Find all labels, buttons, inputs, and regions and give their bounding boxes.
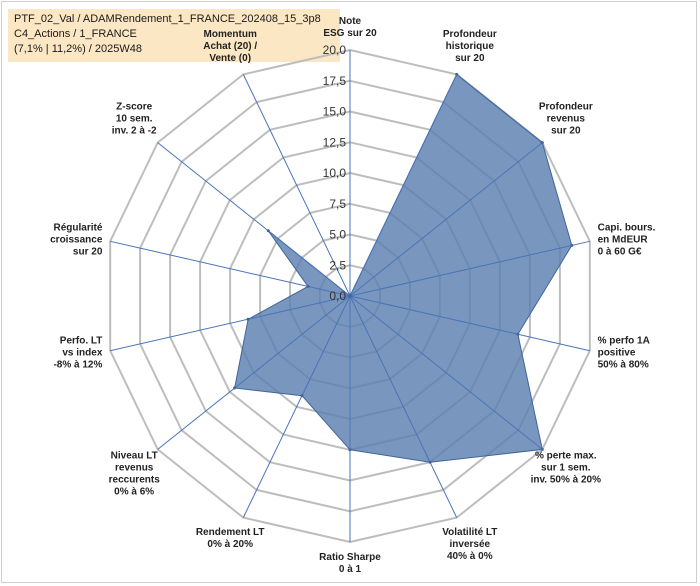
axis-label: Profondeur revenus sur 20 [539,102,593,137]
axis-label: Régularité croissance sur 20 [50,223,103,258]
data-point [306,284,310,288]
axis-label: Z-score 10 sem. inv. 2 à -2 [112,102,157,137]
axis-spoke [349,74,458,297]
header-category: C4_Actions / 1_FRANCE [14,28,137,40]
chart-header: PTF_02_Val / ADAMRendement_1_FRANCE_2024… [8,9,340,62]
axis-spoke [110,295,351,352]
tick-label: 15,0 [323,105,347,119]
data-point [266,229,270,233]
tick-label: 17,5 [323,74,347,88]
axis-spoke [349,142,543,297]
axis-spoke [157,142,351,297]
tick-label: 2,5 [329,258,346,272]
data-point [428,460,432,464]
data-point [233,386,237,390]
data-series-area [234,73,573,463]
axis-label: Rendement LT 0% à 20% [196,527,265,550]
axis-label: Volatilité LT inversée 40% à 0% [442,527,497,562]
data-point [455,72,459,76]
tick-label: 10,0 [323,166,347,180]
header-stats: (7,1% | 11,2%) / 2025W48 [14,43,142,55]
axis-spoke [110,240,351,297]
axis-spoke [349,295,543,450]
data-point [516,332,520,336]
axis-label: Note ESG sur 20 [323,16,377,39]
axis-label: % perte max. sur 1 sem. inv. 50% à 20% [531,450,602,485]
axis-spoke [242,295,351,518]
data-point [348,448,352,452]
data-point [348,294,352,298]
tick-label: 0,0 [329,289,346,303]
axis-label: Momentum Achat (20) / Vente (0) [203,29,257,64]
axis-spoke [157,295,351,450]
axis-label: Perfo. LT vs index -8% à 12% [53,336,102,371]
tick-label: 5,0 [329,228,346,242]
data-point [540,141,544,145]
data-point [246,317,250,321]
axis-spoke [349,295,590,352]
header-portfolio: PTF_02_Val / ADAMRendement_1_FRANCE_2024… [14,13,321,25]
axis-spoke [242,74,351,297]
axis-spoke [349,295,458,518]
axis-label: Ratio Sharpe 0 à 1 [319,552,381,575]
axis-label: Niveau LT revenus reccurents 0% à 6% [109,450,161,497]
axis-label: Capi. bours. en MdEUR 0 à 60 G€ [598,223,656,258]
data-point [540,447,544,451]
tick-label: 20,0 [323,43,347,57]
tick-label: 12,5 [323,135,347,149]
data-point [300,394,304,398]
data-point [570,243,574,247]
axis-label: % perfo 1A positive 50% à 80% [598,336,650,371]
tick-label: 7,5 [329,197,346,211]
axis-spoke [349,240,590,297]
axis-label: Profondeur historique sur 20 [443,29,497,64]
